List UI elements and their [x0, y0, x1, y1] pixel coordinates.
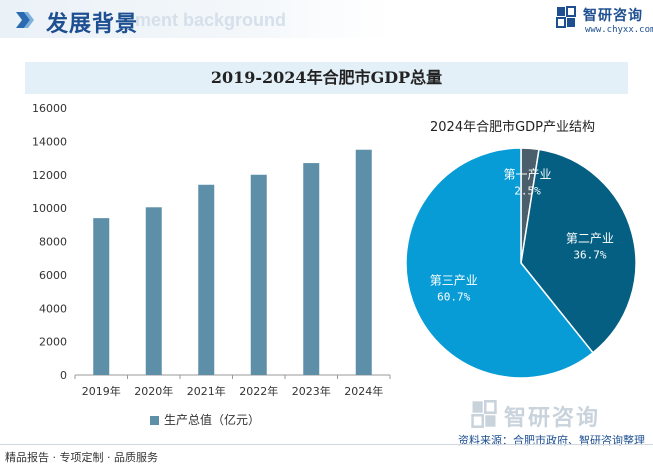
brand-logo-icon [556, 6, 576, 28]
pie-slice [405, 147, 595, 379]
chevron-right-icon [16, 12, 34, 28]
header-band [0, 0, 390, 38]
bar-legend: 生产总值（亿元） [150, 411, 260, 428]
x-tick-label: 2021年 [187, 384, 226, 398]
y-tick-label: 14000 [32, 135, 67, 148]
brand-url: www.chyxx.com [585, 25, 653, 35]
y-tick-label: 16000 [32, 102, 67, 115]
bar-chart-title: 2019-2024年合肥市GDP总量 [210, 68, 443, 87]
brand-name: 智研咨询 [583, 8, 643, 24]
footer-divider [0, 444, 653, 445]
watermark-logo-icon [471, 400, 497, 428]
x-tick-label: 2022年 [239, 384, 278, 398]
watermark-text: 智研咨询 [504, 406, 601, 431]
y-tick-label: 2000 [39, 336, 67, 349]
x-tick-label: 2024年 [344, 384, 383, 398]
header-ghost-text: ment background [135, 10, 287, 30]
bar [198, 184, 215, 375]
pie-chart: 第一产业 2.5% 第二产业 36.7% 第三产业 60.7% [405, 147, 637, 379]
legend-label: 生产总值（亿元） [164, 413, 261, 427]
y-tick-label: 10000 [32, 202, 67, 215]
y-tick-label: 0 [60, 369, 67, 382]
page-header: ment background 发展背景 智研咨询 www.chyxx.com [0, 0, 653, 40]
y-tick-label: 12000 [32, 169, 67, 182]
x-tick-label: 2023年 [292, 384, 331, 398]
pie-slice-value: 36.7% [573, 249, 606, 262]
pie-slice-label: 第三产业 [430, 274, 478, 288]
legend-swatch [150, 416, 159, 425]
y-tick-label: 4000 [39, 302, 67, 315]
x-tick-label: 2020年 [134, 384, 173, 398]
footer-slogan: 精品报告 · 专项定制 · 品质服务 [5, 451, 158, 464]
pie-slice-label: 第二产业 [566, 232, 614, 246]
bar [303, 163, 320, 375]
bar [355, 149, 372, 375]
bar [93, 218, 110, 375]
bar [145, 207, 162, 375]
bar-chart: 0 2000 4000 6000 8000 10000 12000 14000 16000 201… [32, 102, 391, 398]
pie-slice-value: 2.5% [514, 184, 541, 197]
pie-slice [520, 148, 637, 354]
pie-slice-label: 第一产业 [503, 167, 551, 181]
x-tick-label: 2019年 [82, 384, 121, 398]
data-source: 资料来源：合肥市政府、智研咨询整理 [458, 434, 645, 447]
section-title: 发展背景 [46, 12, 139, 37]
chart-title-band: 2019-2024年合肥市GDP总量 [25, 62, 628, 94]
bar [250, 174, 267, 375]
y-tick-label: 8000 [39, 236, 67, 249]
y-tick-label: 6000 [39, 269, 67, 282]
pie-slice-value: 60.7% [437, 291, 470, 304]
pie-chart-title: 2024年合肥市GDP产业结构 [430, 120, 596, 135]
